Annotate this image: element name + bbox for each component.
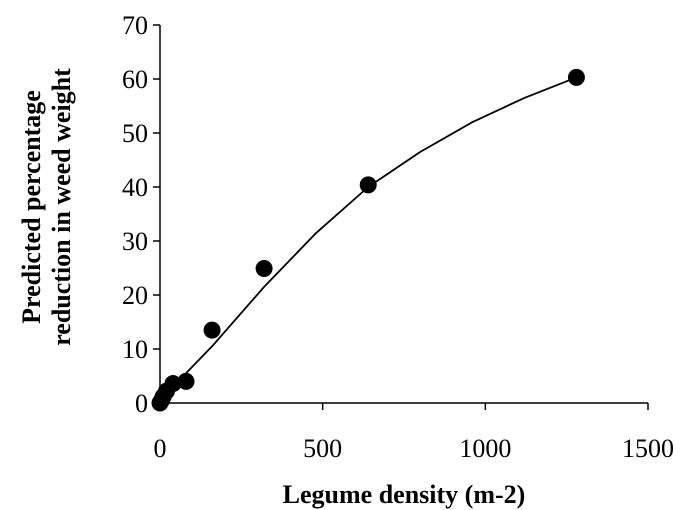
y-axis-title: Predicted percentage reduction in weed w…: [17, 68, 76, 346]
data-point: [203, 321, 221, 339]
x-tick-label: 1500: [622, 434, 674, 463]
data-point: [567, 68, 585, 86]
y-tick-label: 70: [122, 11, 148, 40]
fitted-curve-line: [159, 76, 577, 404]
y-axis-title-line-2: reduction in weed weight: [47, 68, 76, 346]
data-point: [177, 372, 195, 390]
x-tick-label: 500: [303, 434, 342, 463]
data-point: [359, 176, 377, 194]
x-tick-label: 1000: [459, 434, 511, 463]
y-tick-label: 60: [122, 65, 148, 94]
y-tick-label: 0: [135, 389, 148, 418]
y-axis-title-line-1: Predicted percentage: [17, 90, 46, 324]
x-axis-title: Legume density (m-2): [283, 480, 526, 509]
x-tick-label: 0: [154, 434, 167, 463]
y-tick-label: 20: [122, 281, 148, 310]
y-tick-label: 50: [122, 119, 148, 148]
data-point: [255, 260, 273, 278]
y-tick-label: 30: [122, 227, 148, 256]
data-point: [164, 375, 182, 393]
y-tick-label: 10: [122, 335, 148, 364]
y-tick-label: 40: [122, 173, 148, 202]
